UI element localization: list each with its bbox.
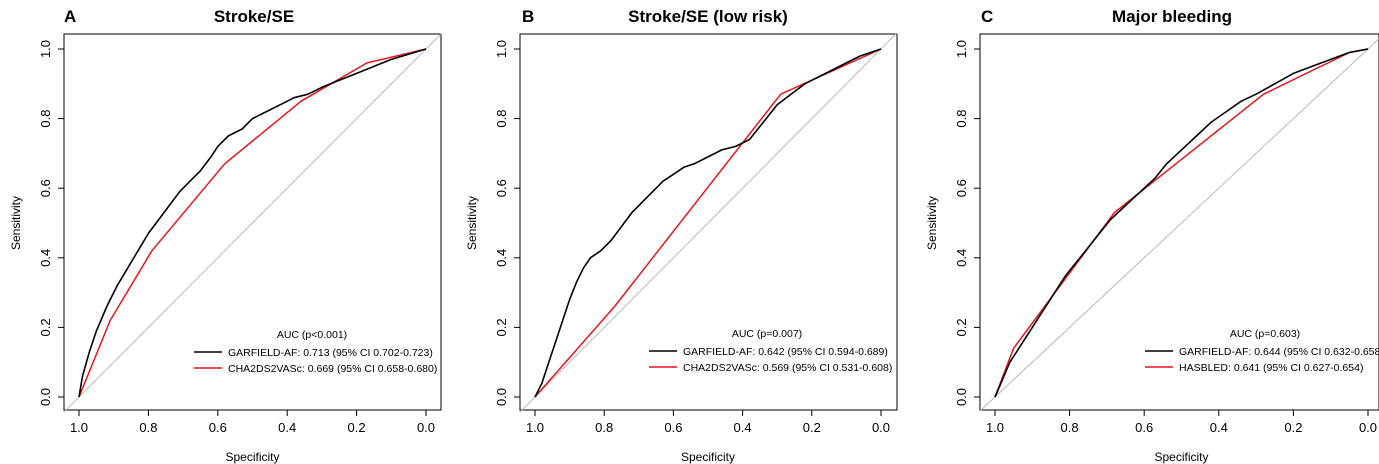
y-tick-label: 0.2 bbox=[494, 318, 509, 336]
x-axis-label: Specificity bbox=[681, 450, 735, 464]
x-axis-label: Specificity bbox=[1154, 450, 1208, 464]
roc-series-line-garfield bbox=[994, 48, 1369, 398]
x-tick-label: 1.0 bbox=[986, 420, 1004, 435]
y-tick-label: 0.8 bbox=[954, 110, 969, 128]
legend-entry: HASBLED: 0.641 (95% CI 0.627-0.654) bbox=[1179, 362, 1363, 374]
y-tick-label: 0.0 bbox=[954, 388, 969, 406]
roc-panel-b: B Stroke/SE (low risk) 1.0 0.8 0.6 0.4 0.2 0.0 S… bbox=[465, 7, 898, 464]
panel-letter: B bbox=[522, 7, 534, 26]
reference-diagonal-line bbox=[63, 33, 442, 413]
y-axis-label: Sensitivity bbox=[465, 196, 479, 250]
y-tick-label: 0.8 bbox=[38, 110, 53, 128]
legend-title: AUC (p=0.007) bbox=[732, 328, 802, 340]
roc-panel-a: A Stroke/SE 1.0 0.8 0.6 0.4 0.2 0.0 Specificity 0… bbox=[9, 7, 442, 464]
x-tick-label: 0.8 bbox=[1061, 420, 1079, 435]
x-tick-label: 0.2 bbox=[803, 420, 821, 435]
legend-title: AUC (p=0.603) bbox=[1230, 328, 1300, 340]
panel-title: Stroke/SE (low risk) bbox=[628, 7, 788, 26]
y-tick-label: 1.0 bbox=[38, 40, 53, 58]
legend-entry: CHA2DS2VASc: 0.669 (95% CI 0.658-0.680) bbox=[228, 363, 437, 375]
y-tick-label: 0.2 bbox=[38, 318, 53, 336]
plot-frame bbox=[63, 33, 442, 411]
reference-diagonal-line bbox=[979, 38, 1379, 412]
legend-entry: CHA2DS2VASc: 0.569 (95% CI 0.531-0.608) bbox=[683, 362, 892, 374]
y-tick-label: 0.8 bbox=[494, 110, 509, 128]
x-tick-label: 0.6 bbox=[664, 420, 682, 435]
panel-title: Stroke/SE bbox=[214, 7, 294, 26]
x-tick-label: 0.0 bbox=[417, 420, 435, 435]
legend-entry: GARFIELD-AF: 0.644 (95% CI 0.632-0.658) bbox=[1179, 346, 1379, 358]
x-tick-label: 0.4 bbox=[278, 420, 296, 435]
legend-entry: GARFIELD-AF: 0.642 (95% CI 0.594-0.689) bbox=[683, 346, 888, 358]
y-tick-label: 1.0 bbox=[954, 40, 969, 58]
plot-frame bbox=[519, 33, 898, 411]
x-tick-label: 0.2 bbox=[348, 420, 366, 435]
x-tick-label: 0.0 bbox=[1359, 420, 1377, 435]
x-tick-label: 0.2 bbox=[1284, 420, 1302, 435]
y-tick-label: 0.6 bbox=[38, 179, 53, 197]
x-tick-label: 0.6 bbox=[1135, 420, 1153, 435]
roc-series-line-garfield bbox=[78, 48, 427, 398]
y-axis-label: Sensitivity bbox=[9, 196, 23, 250]
roc-series-line-comparator bbox=[78, 48, 427, 398]
panel-title: Major bleeding bbox=[1112, 7, 1232, 26]
y-tick-label: 0.4 bbox=[494, 249, 509, 267]
legend-entry: GARFIELD-AF: 0.713 (95% CI 0.702-0.723) bbox=[228, 347, 433, 359]
plot-frame bbox=[979, 33, 1379, 411]
y-tick-label: 0.6 bbox=[494, 179, 509, 197]
x-tick-label: 1.0 bbox=[526, 420, 544, 435]
legend-title: AUC (p<0.001) bbox=[277, 329, 347, 341]
x-tick-label: 0.6 bbox=[209, 420, 227, 435]
y-tick-label: 0.4 bbox=[954, 249, 969, 267]
panel-letter: C bbox=[981, 7, 993, 26]
x-tick-label: 0.8 bbox=[139, 420, 157, 435]
x-tick-label: 0.0 bbox=[872, 420, 890, 435]
roc-series-line-garfield bbox=[534, 48, 882, 398]
y-tick-label: 0.6 bbox=[954, 179, 969, 197]
reference-diagonal-line bbox=[519, 32, 898, 413]
x-axis-label: Specificity bbox=[225, 450, 279, 464]
x-tick-label: 0.8 bbox=[595, 420, 613, 435]
y-tick-label: 1.0 bbox=[494, 40, 509, 58]
y-tick-label: 0.0 bbox=[494, 388, 509, 406]
y-tick-label: 0.2 bbox=[954, 318, 969, 336]
panel-letter: A bbox=[64, 7, 76, 26]
y-axis-label: Sensitivity bbox=[925, 196, 939, 250]
y-tick-label: 0.0 bbox=[38, 388, 53, 406]
roc-panel-c: C Major bleeding 1.0 0.8 0.6 0.4 0.2 0.0 Specifi… bbox=[925, 7, 1379, 464]
x-tick-label: 1.0 bbox=[70, 420, 88, 435]
x-tick-label: 0.4 bbox=[734, 420, 752, 435]
y-tick-label: 0.4 bbox=[38, 249, 53, 267]
x-tick-label: 0.4 bbox=[1210, 420, 1228, 435]
